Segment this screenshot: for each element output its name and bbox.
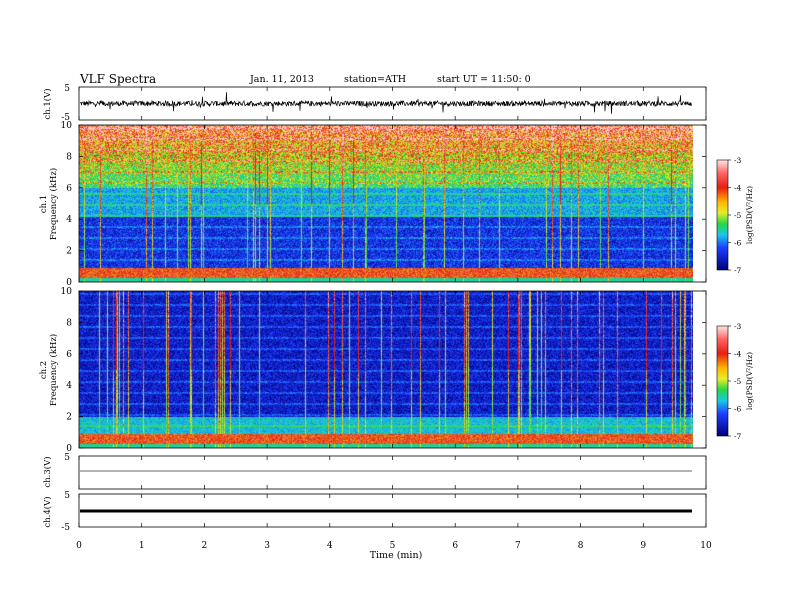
ch2-freq-ylabel: Frequency (kHz) — [48, 334, 59, 406]
ch1-ytick-top: 5 — [64, 84, 70, 94]
ch4-ytick-top: 5 — [64, 491, 70, 501]
colorbar-tick-label: -6 — [734, 239, 742, 248]
x-tick-label: 10 — [700, 541, 712, 551]
ch2-spectrogram-image-holder — [79, 291, 693, 448]
ch3-volt-ylabel: ch.3(V) — [42, 456, 53, 487]
y-tick-label: 6 — [66, 184, 72, 194]
colorbar-tick-label: -7 — [734, 432, 742, 441]
ch1-ytick-bottom: -5 — [61, 113, 70, 123]
x-axis-tick-labels: 0 1 2 3 4 5 6 7 8 9 10 — [76, 541, 712, 551]
x-tick-label: 1 — [139, 541, 145, 551]
y-tick-label: 0 — [66, 278, 72, 288]
colorbar-tick-label: -4 — [734, 350, 742, 359]
x-tick-label: 0 — [76, 541, 82, 551]
station-label: station=ATH — [344, 74, 406, 85]
y-tick-label: 4 — [66, 381, 72, 391]
ch2-spec-channel-label: ch.2 — [39, 361, 49, 379]
ch1-waveform-line — [79, 92, 693, 114]
ch2-spectrogram-heatmap — [79, 291, 693, 448]
x-tick-label: 5 — [390, 541, 396, 551]
ch1-freq-yticks: 0 2 4 6 8 10 — [61, 121, 706, 288]
ch1-spec-channel-label: ch.1 — [39, 195, 49, 213]
colorbar-tick-label: -3 — [734, 322, 742, 331]
y-tick-label: 10 — [61, 121, 73, 131]
colorbar-tick-label: -6 — [734, 405, 742, 414]
x-tick-label: 6 — [452, 541, 458, 551]
ch4-volt-ylabel: ch.4(V) — [42, 496, 53, 527]
date-label: Jan. 11, 2013 — [249, 74, 314, 85]
ch2-colorbar-ticks: -3 -4 -5 -6 -7 — [728, 322, 742, 441]
y-tick-label: 0 — [66, 444, 72, 454]
ch2-freq-yticks: 0 2 4 6 8 10 — [61, 287, 706, 454]
ch1-colorbar-ticks: -3 -4 -5 -6 -7 — [728, 156, 742, 275]
x-axis-label: Time (min) — [370, 550, 423, 561]
y-tick-label: 8 — [66, 318, 72, 328]
colorbar-tick-label: -5 — [734, 211, 742, 220]
colorbar-tick-label: -3 — [734, 156, 742, 165]
y-tick-label: 2 — [66, 413, 72, 423]
ch1-spectrogram-heatmap — [79, 125, 693, 282]
y-tick-label: 6 — [66, 350, 72, 360]
ch1-colorbar-label: log(PSD(V²/Hz) — [745, 186, 754, 244]
panel-ch3-frame — [78, 455, 707, 490]
start-time-label: start UT = 11:50: 0 — [437, 74, 531, 85]
ch2-colorbar — [716, 325, 729, 437]
ch1-volt-ylabel: ch.1(V) — [42, 88, 53, 119]
ch3-ytick-top: 5 — [64, 453, 70, 463]
colorbar-tick-label: -5 — [734, 377, 742, 386]
y-tick-label: 10 — [61, 287, 73, 297]
figure-title: VLF Spectra — [79, 72, 156, 86]
x-tick-label: 2 — [202, 541, 208, 551]
colorbar-tick-label: -4 — [734, 184, 742, 193]
ch1-colorbar — [716, 159, 729, 271]
x-tick-label: 8 — [578, 541, 584, 551]
x-axis-ticks — [78, 87, 707, 527]
ch4-ytick-bottom: -5 — [61, 523, 70, 533]
colorbar-tick-label: -7 — [734, 266, 742, 275]
y-tick-label: 2 — [66, 247, 72, 257]
ch1-freq-ylabel: Frequency (kHz) — [48, 168, 59, 240]
x-tick-label: 3 — [264, 541, 270, 551]
x-tick-label: 4 — [327, 541, 333, 551]
y-tick-label: 8 — [66, 152, 72, 162]
x-tick-label: 9 — [640, 541, 646, 551]
ch1-spectrogram-image-holder — [79, 125, 693, 282]
x-tick-label: 7 — [515, 541, 521, 551]
y-tick-label: 4 — [66, 215, 72, 225]
ch2-colorbar-label: log(PSD(V²/Hz) — [745, 352, 754, 410]
